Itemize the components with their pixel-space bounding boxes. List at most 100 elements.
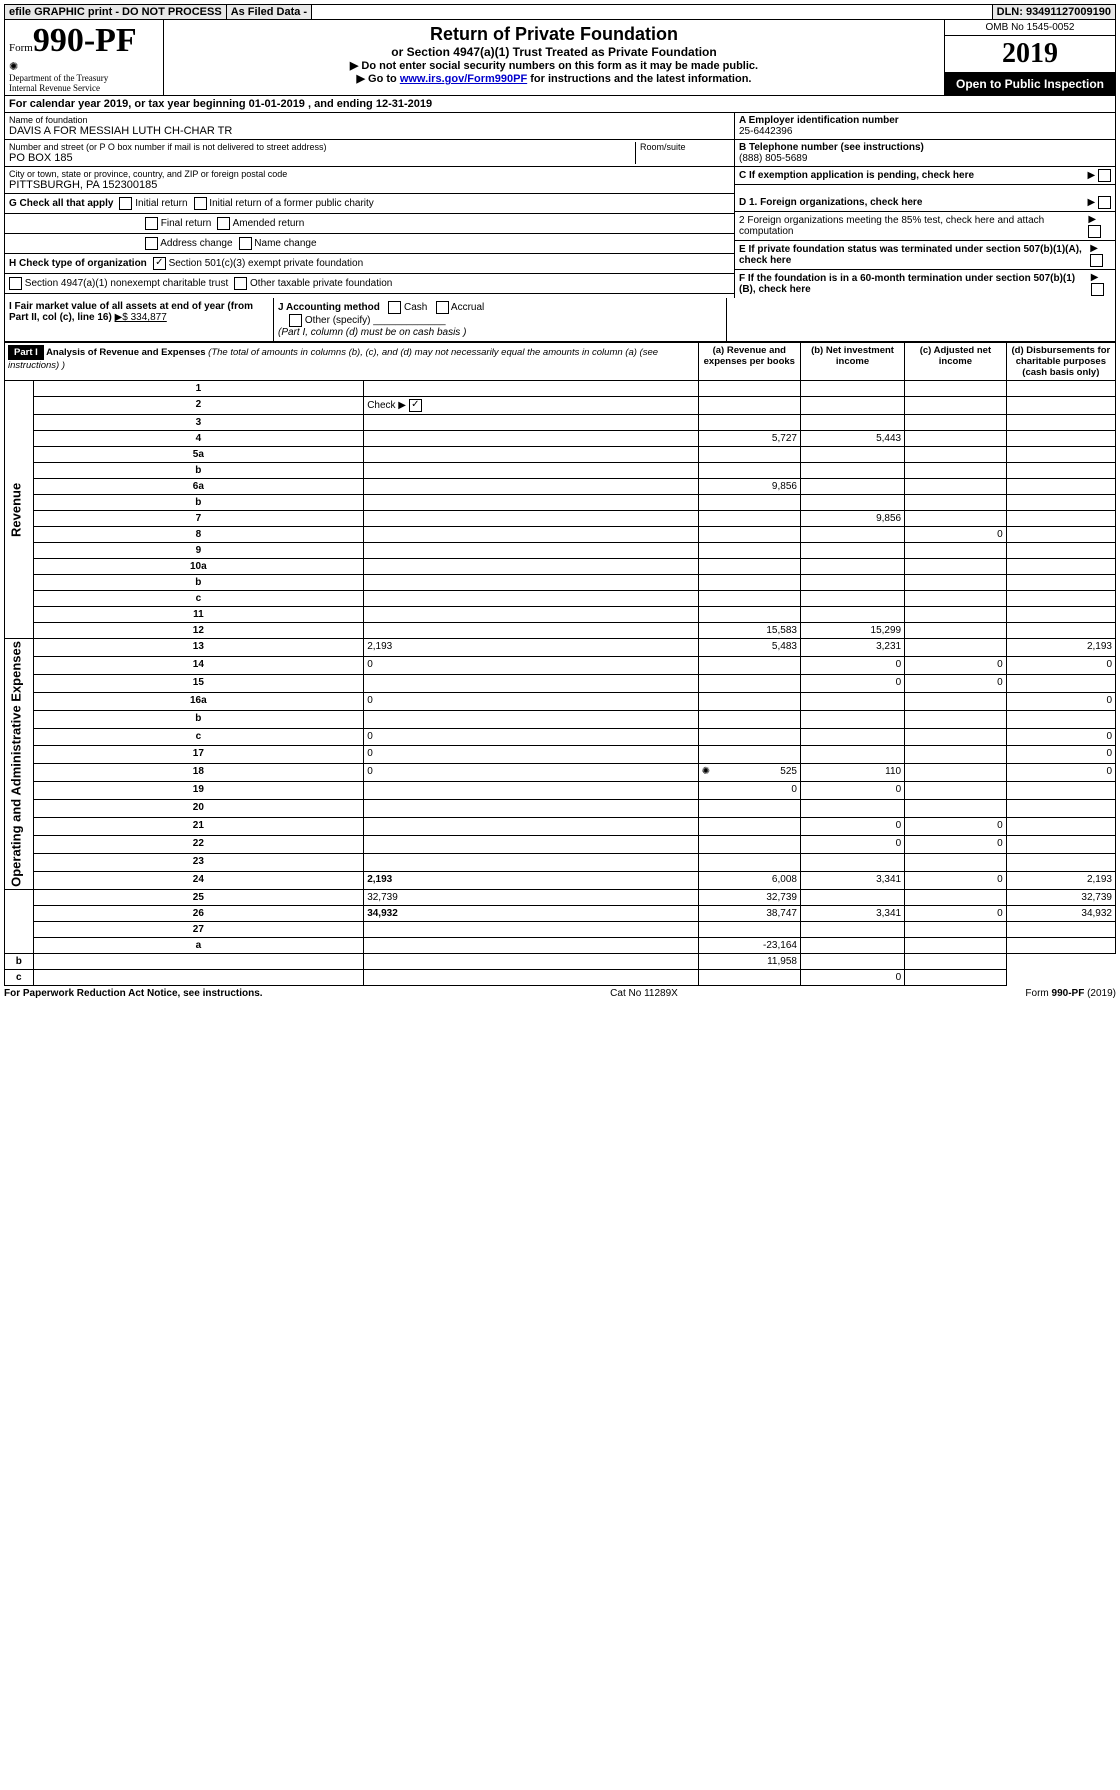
table-row: 1215,58315,299 [5, 623, 1116, 639]
cell-c [905, 728, 1007, 746]
omb-number: OMB No 1545-0052 [945, 20, 1115, 36]
row-desc [364, 463, 698, 479]
exemption-checkbox[interactable] [1098, 169, 1111, 182]
table-row: 242,1936,0083,34102,193 [5, 871, 1116, 889]
cell-b [800, 710, 904, 728]
g-initial-cb[interactable] [119, 197, 132, 210]
cell-b: 3,341 [800, 905, 904, 921]
cell-d [1006, 853, 1115, 871]
d1-cb[interactable] [1098, 196, 1111, 209]
cell-b [800, 853, 904, 871]
cell-c [905, 764, 1007, 782]
g-d-section: G Check all that apply Initial return In… [4, 194, 1116, 298]
row-desc [364, 623, 698, 639]
cell-a [698, 543, 800, 559]
cell-a [698, 559, 800, 575]
row-number: 24 [33, 871, 364, 889]
form-subtitle: or Section 4947(a)(1) Trust Treated as P… [168, 45, 940, 59]
h-4947-cb[interactable] [9, 277, 22, 290]
cell-c [800, 953, 904, 969]
table-row: 2532,73932,73932,739 [5, 889, 1116, 905]
footer: For Paperwork Reduction Act Notice, see … [4, 986, 1116, 999]
g-initial-former-cb[interactable] [194, 197, 207, 210]
table-row: 1900 [5, 782, 1116, 800]
cell-c [905, 591, 1007, 607]
g-amended-cb[interactable] [217, 217, 230, 230]
cell-a: 0 [698, 782, 800, 800]
g-address-cb[interactable] [145, 237, 158, 250]
cell-b: 0 [800, 782, 904, 800]
row-number: b [5, 953, 34, 969]
row-number: 15 [33, 674, 364, 692]
row-desc: 0 [364, 746, 698, 764]
revenue-side-label: Revenue [5, 381, 34, 639]
expenses-side-label: Operating and Administrative Expenses [5, 639, 34, 890]
g-final-cb[interactable] [145, 217, 158, 230]
form-title: Return of Private Foundation [168, 24, 940, 45]
h-other-taxable-cb[interactable] [234, 277, 247, 290]
cell-b [698, 969, 800, 985]
cell-a: -23,164 [698, 937, 800, 953]
table-row: Operating and Administrative Expenses132… [5, 639, 1116, 657]
j-other-cb[interactable] [289, 314, 302, 327]
attachment-icon[interactable]: ✺ [702, 766, 710, 777]
cell-a: 6,008 [698, 871, 800, 889]
cell-b [800, 575, 904, 591]
cell-d [1006, 818, 1115, 836]
row-number: b [33, 495, 364, 511]
cell-c: 0 [905, 835, 1007, 853]
cell-c [905, 782, 1007, 800]
table-row: 20 [5, 800, 1116, 818]
row-desc [33, 953, 364, 969]
j-accrual-cb[interactable] [436, 301, 449, 314]
g-name-cb[interactable] [239, 237, 252, 250]
table-row: b [5, 575, 1116, 591]
row-desc: 0 [364, 692, 698, 710]
cell-b: 11,958 [698, 953, 800, 969]
cell-a [698, 447, 800, 463]
f-cb[interactable] [1091, 283, 1104, 296]
row-number: 5a [33, 447, 364, 463]
cell-c [905, 415, 1007, 431]
table-row: c00 [5, 728, 1116, 746]
cell-b [800, 397, 904, 415]
j-cash-cb[interactable] [388, 301, 401, 314]
table-row: 27 [5, 921, 1116, 937]
cell-b [800, 889, 904, 905]
row-desc [364, 495, 698, 511]
form-note1: ▶ Do not enter social security numbers o… [168, 59, 940, 72]
schb-checkbox[interactable] [409, 399, 422, 412]
cell-b: 5,443 [800, 431, 904, 447]
cell-a [364, 969, 698, 985]
table-row: c [5, 591, 1116, 607]
cell-c [905, 575, 1007, 591]
cell-b [800, 543, 904, 559]
cell-d [1006, 447, 1115, 463]
d2-cb[interactable] [1088, 225, 1101, 238]
cell-a [698, 575, 800, 591]
cell-c [905, 921, 1007, 937]
cell-a [698, 921, 800, 937]
top-bar: efile GRAPHIC print - DO NOT PROCESS As … [4, 4, 1116, 20]
cell-c [905, 463, 1007, 479]
cell-c [905, 889, 1007, 905]
cell-a [698, 800, 800, 818]
e-cb[interactable] [1090, 254, 1103, 267]
row-desc [364, 835, 698, 853]
row-number: c [33, 591, 364, 607]
table-row: b [5, 463, 1116, 479]
efile-label: efile GRAPHIC print - DO NOT PROCESS [5, 5, 227, 19]
cell-c [905, 692, 1007, 710]
cell-d [1006, 835, 1115, 853]
irs-link[interactable]: www.irs.gov/Form990PF [400, 73, 527, 85]
row-number: 27 [33, 921, 364, 937]
row-number: 21 [33, 818, 364, 836]
cell-c: 0 [905, 527, 1007, 543]
cell-a [698, 674, 800, 692]
h-501c3-cb[interactable] [153, 257, 166, 270]
cell-d [1006, 463, 1115, 479]
cell-a: 9,856 [698, 479, 800, 495]
row-number: 20 [33, 800, 364, 818]
cell-a [698, 853, 800, 871]
col-d-header: (d) Disbursements for charitable purpose… [1006, 343, 1115, 381]
